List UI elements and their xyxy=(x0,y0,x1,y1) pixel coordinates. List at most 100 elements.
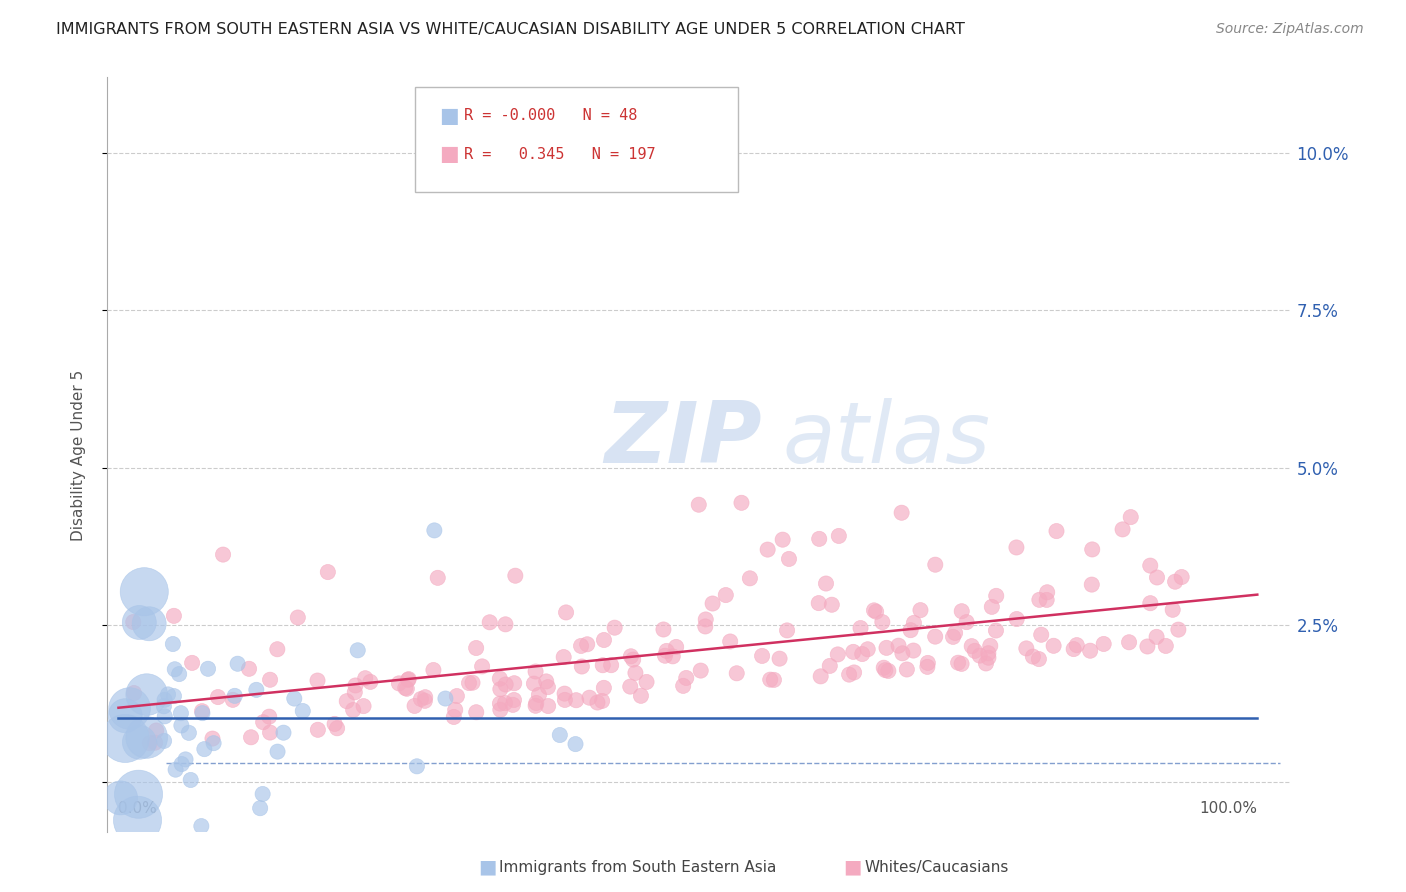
Point xyxy=(695,619,717,633)
Text: Immigrants from South Eastern Asia: Immigrants from South Eastern Asia xyxy=(499,860,776,874)
Point xyxy=(458,676,481,690)
Point xyxy=(307,723,329,737)
Point xyxy=(170,718,193,732)
Point xyxy=(863,603,886,617)
Point xyxy=(730,496,752,510)
Point xyxy=(478,615,501,630)
Point xyxy=(259,673,281,687)
Point xyxy=(257,709,280,723)
Point xyxy=(495,677,517,691)
Point xyxy=(406,759,429,773)
Point xyxy=(600,658,623,673)
Point xyxy=(153,709,176,723)
Point xyxy=(963,644,986,658)
Point xyxy=(619,680,641,694)
Point xyxy=(856,642,879,657)
Point xyxy=(838,667,860,681)
Point xyxy=(224,689,246,703)
Point xyxy=(359,674,381,689)
Point xyxy=(1005,612,1028,626)
Point xyxy=(1045,524,1067,538)
Text: Whites/Caucasians: Whites/Caucasians xyxy=(865,860,1010,874)
Point xyxy=(201,731,224,746)
Point xyxy=(603,621,626,635)
Point xyxy=(984,624,1007,638)
Point xyxy=(776,624,799,638)
Point xyxy=(621,652,644,666)
Point xyxy=(245,682,267,697)
Point xyxy=(423,524,446,538)
Point xyxy=(190,819,212,833)
Point xyxy=(1154,639,1177,653)
Point xyxy=(624,665,647,680)
Point xyxy=(404,698,426,713)
Point xyxy=(114,708,136,723)
Point xyxy=(578,690,600,705)
Point xyxy=(636,675,658,690)
Point xyxy=(489,703,512,717)
Point xyxy=(1146,570,1168,584)
Point xyxy=(979,639,1001,653)
Point xyxy=(537,680,560,694)
Point xyxy=(872,615,894,629)
Point xyxy=(977,646,1000,660)
Point xyxy=(180,772,202,787)
Point xyxy=(675,671,697,685)
Point xyxy=(1081,577,1104,591)
Point xyxy=(336,694,359,708)
Point xyxy=(1005,541,1028,555)
Point xyxy=(287,610,309,624)
Point xyxy=(426,571,449,585)
Point xyxy=(465,640,488,655)
Point xyxy=(536,674,558,689)
Point xyxy=(122,615,145,629)
Point xyxy=(751,648,773,663)
Point xyxy=(591,694,613,708)
Point xyxy=(502,698,524,712)
Point xyxy=(974,657,997,671)
Point xyxy=(548,728,571,742)
Point xyxy=(177,726,200,740)
Point xyxy=(323,717,346,731)
Point xyxy=(212,548,235,562)
Text: ■: ■ xyxy=(844,857,862,877)
Point xyxy=(139,736,162,750)
Point xyxy=(1167,623,1189,637)
Point xyxy=(127,814,149,828)
Point xyxy=(162,637,184,651)
Point xyxy=(946,656,969,670)
Point xyxy=(443,710,465,724)
Point xyxy=(503,676,526,690)
Point xyxy=(980,599,1002,614)
Text: ■: ■ xyxy=(439,145,458,164)
Point xyxy=(555,606,578,620)
Point xyxy=(191,706,214,720)
Point xyxy=(1081,542,1104,557)
Point xyxy=(569,639,592,653)
Point xyxy=(1139,596,1161,610)
Point xyxy=(1063,642,1085,657)
Point xyxy=(537,699,560,714)
Point xyxy=(977,650,1000,665)
Point xyxy=(873,661,896,675)
Point xyxy=(695,612,717,626)
Point xyxy=(910,603,932,617)
Point xyxy=(207,690,229,704)
Point xyxy=(128,787,150,801)
Point xyxy=(170,706,193,721)
Point xyxy=(354,671,377,685)
Point xyxy=(564,737,586,751)
Point xyxy=(222,693,245,707)
Point xyxy=(969,648,991,663)
Point xyxy=(249,801,271,815)
Point xyxy=(593,632,616,647)
Point xyxy=(576,637,599,651)
Point xyxy=(505,568,527,582)
Point xyxy=(1036,585,1059,599)
Point xyxy=(238,662,260,676)
Point xyxy=(738,571,761,585)
Point xyxy=(630,689,652,703)
Point xyxy=(702,597,724,611)
Point xyxy=(620,649,643,664)
Point xyxy=(1164,574,1187,589)
